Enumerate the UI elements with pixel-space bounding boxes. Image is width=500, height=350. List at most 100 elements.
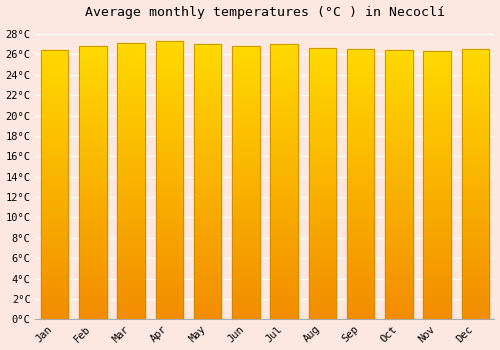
Bar [156, 247, 183, 250]
Bar [194, 99, 222, 102]
Bar [424, 150, 451, 153]
Bar [41, 201, 68, 204]
Bar [118, 278, 145, 281]
Bar [424, 110, 451, 113]
Bar [424, 62, 451, 65]
Bar [156, 302, 183, 305]
Bar [347, 82, 374, 84]
Bar [118, 107, 145, 110]
Bar [347, 190, 374, 193]
Bar [194, 278, 222, 281]
Bar [194, 119, 222, 121]
Bar [232, 172, 260, 175]
Bar [270, 294, 298, 297]
Bar [462, 117, 489, 120]
Bar [118, 173, 145, 176]
Bar [156, 152, 183, 155]
Bar [308, 208, 336, 211]
Bar [462, 260, 489, 262]
Bar [79, 125, 106, 128]
Bar [232, 82, 260, 84]
Bar [79, 207, 106, 210]
Bar [424, 100, 451, 102]
Bar [156, 113, 183, 116]
Bar [424, 199, 451, 201]
Bar [385, 185, 412, 188]
Bar [270, 308, 298, 311]
Bar [424, 86, 451, 89]
Bar [270, 124, 298, 127]
Bar [270, 251, 298, 253]
Bar [41, 99, 68, 101]
Bar [308, 100, 336, 103]
Bar [194, 55, 222, 58]
Bar [424, 250, 451, 252]
Bar [79, 205, 106, 207]
Bar [194, 174, 222, 176]
Bar [79, 57, 106, 60]
Bar [156, 141, 183, 144]
Bar [232, 292, 260, 295]
Bar [347, 52, 374, 55]
Bar [118, 217, 145, 220]
Bar [270, 157, 298, 160]
Bar [232, 234, 260, 237]
Bar [79, 188, 106, 191]
Bar [232, 65, 260, 68]
Bar [385, 166, 412, 169]
Bar [232, 278, 260, 281]
Bar [424, 231, 451, 233]
Bar [194, 212, 222, 215]
Bar [232, 265, 260, 267]
Bar [194, 297, 222, 300]
Bar [347, 174, 374, 176]
Bar [41, 112, 68, 115]
Bar [385, 155, 412, 158]
Bar [424, 201, 451, 204]
Bar [194, 264, 222, 267]
Bar [347, 49, 374, 319]
Bar [270, 171, 298, 174]
Bar [41, 308, 68, 311]
Bar [385, 102, 412, 104]
Bar [462, 298, 489, 300]
Bar [462, 209, 489, 211]
Bar [424, 156, 451, 159]
Bar [462, 254, 489, 257]
Bar [308, 89, 336, 92]
Bar [156, 266, 183, 269]
Bar [270, 245, 298, 248]
Bar [79, 106, 106, 109]
Bar [79, 186, 106, 188]
Bar [118, 284, 145, 286]
Bar [424, 60, 451, 62]
Bar [462, 55, 489, 57]
Bar [462, 273, 489, 276]
Bar [462, 284, 489, 287]
Bar [424, 215, 451, 217]
Bar [118, 93, 145, 96]
Bar [232, 213, 260, 216]
Bar [308, 65, 336, 67]
Bar [308, 284, 336, 287]
Bar [79, 128, 106, 131]
Bar [424, 188, 451, 191]
Bar [41, 139, 68, 142]
Bar [347, 68, 374, 71]
Bar [232, 84, 260, 87]
Bar [41, 56, 68, 58]
Bar [194, 187, 222, 190]
Bar [194, 162, 222, 165]
Bar [270, 165, 298, 168]
Bar [424, 159, 451, 161]
Bar [118, 74, 145, 76]
Bar [41, 188, 68, 190]
Bar [41, 134, 68, 136]
Bar [270, 77, 298, 80]
Bar [424, 92, 451, 94]
Bar [462, 268, 489, 271]
Bar [347, 117, 374, 120]
Bar [79, 150, 106, 153]
Bar [270, 284, 298, 286]
Bar [232, 232, 260, 234]
